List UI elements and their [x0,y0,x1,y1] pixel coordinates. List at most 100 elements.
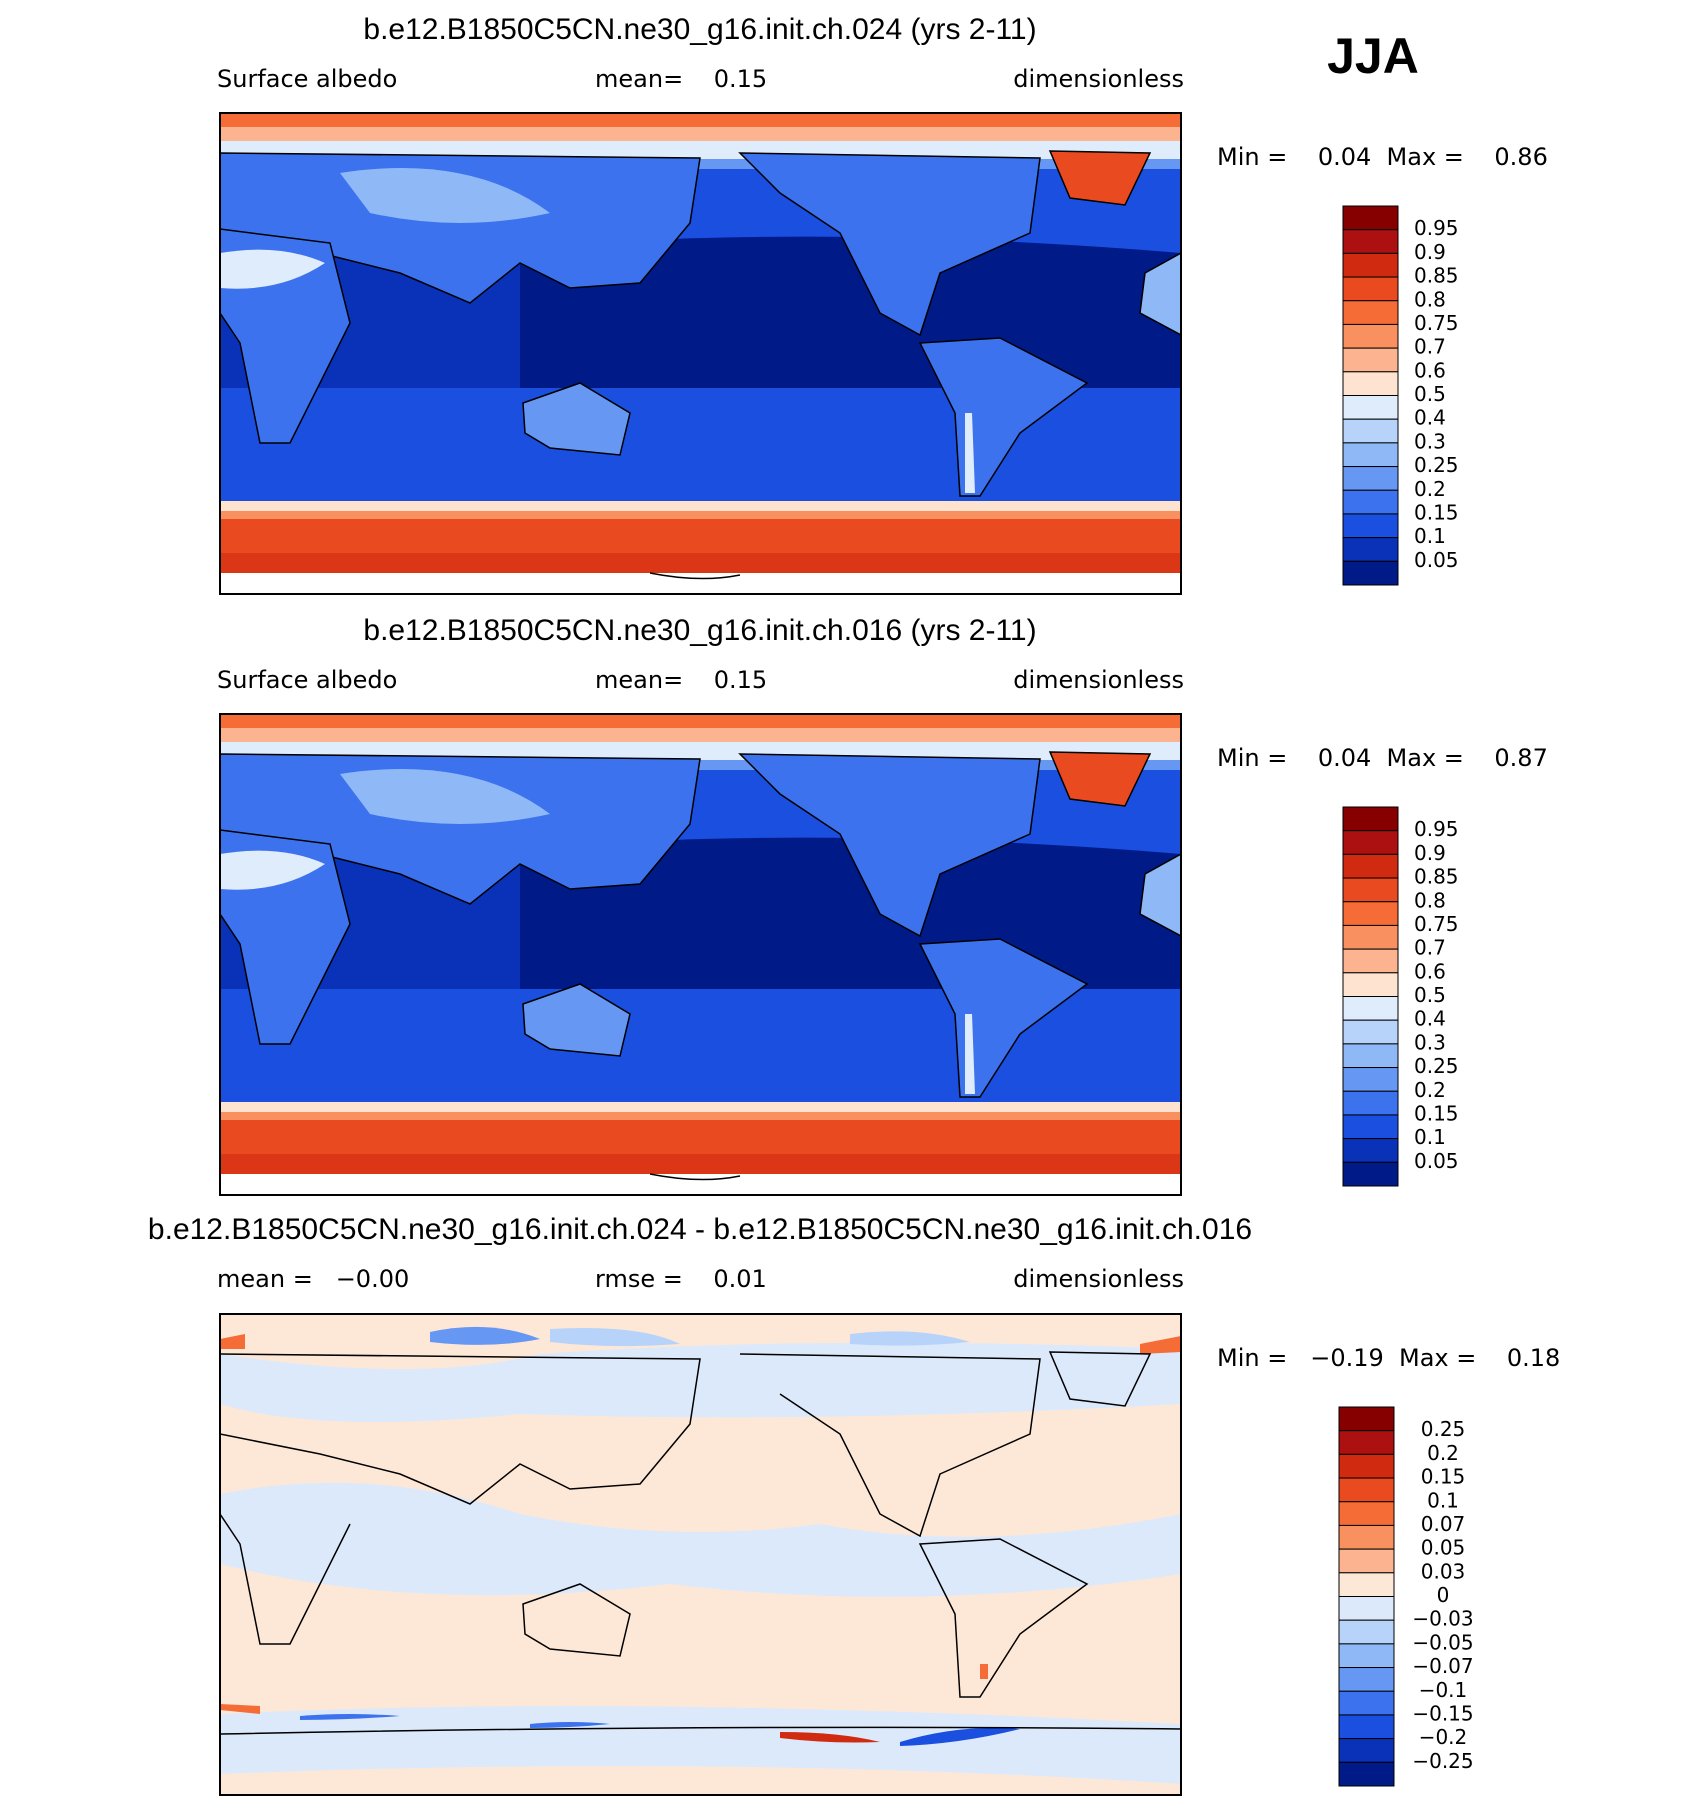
colorbar-label: −0.1 [1419,1678,1468,1702]
colorbar-label: 0.2 [1414,477,1446,501]
colorbar-box [1338,1596,1395,1621]
map-frame [219,1313,1182,1796]
min-max: Min = 0.04 Max = 0.87 [1217,744,1548,772]
panel-title: b.e12.B1850C5CN.ne30_g16.init.ch.016 (yr… [363,614,1036,647]
colorbar-box [1342,1161,1399,1187]
colorbar-box [1338,1643,1395,1669]
colorbar-label: 0.1 [1414,1125,1446,1149]
colorbar-box [1342,466,1399,491]
colorbar-box [1342,300,1399,325]
colorbar-box [1342,276,1399,302]
colorbar-label: 0.95 [1414,817,1459,841]
colorbar-box [1338,1430,1395,1455]
colorbar-label: 0.15 [1414,1101,1459,1125]
colorbar-label: 0.85 [1414,865,1459,889]
colorbar-box [1342,560,1399,586]
colorbar-box [1342,205,1399,231]
colorbar-label: 0.03 [1421,1559,1466,1583]
map-field [220,714,1181,1195]
panel-title: b.e12.B1850C5CN.ne30_g16.init.ch.024 (yr… [363,13,1036,46]
colorbar-box [1342,924,1399,950]
colorbar-box [1342,395,1399,420]
colorbar-label: 0.25 [1421,1417,1466,1441]
map-frame [219,713,1182,1196]
colorbar-label: 0.3 [1414,1030,1446,1054]
colorbar-box [1342,371,1399,396]
colorbar-box [1342,853,1399,879]
colorbar-box [1342,1090,1399,1116]
colorbar-label: 0.05 [1414,1149,1459,1173]
colorbar-label: −0.07 [1412,1654,1473,1678]
colorbar-box [1338,1714,1395,1740]
colorbar-label: 0.2 [1414,1078,1446,1102]
colorbar-label: 0.85 [1414,264,1459,288]
colorbar-label: −0.03 [1412,1607,1473,1631]
colorbar-label: 0.15 [1421,1465,1466,1489]
colorbar-label: 0.25 [1414,1054,1459,1078]
colorbar-box [1338,1761,1395,1787]
colorbar-label: −0.25 [1412,1749,1473,1773]
colorbar-box [1338,1690,1395,1716]
colorbar-box [1338,1477,1395,1503]
subtitle-right: dimensionless [1013,65,1184,93]
colorbar-box [1338,1572,1395,1597]
map-frame [219,112,1182,595]
colorbar-label: 0.2 [1427,1441,1459,1465]
colorbar-label: 0.8 [1414,888,1446,912]
colorbar-label: 0.4 [1414,406,1446,430]
colorbar-label: 0.8 [1414,287,1446,311]
colorbar-label: 0.6 [1414,358,1446,382]
min-max: Min = −0.19 Max = 0.18 [1217,1344,1560,1372]
colorbar-label: 0.05 [1414,548,1459,572]
colorbar-label: 0.1 [1414,524,1446,548]
colorbar-box [1342,877,1399,903]
colorbar-box [1342,1019,1399,1045]
colorbar-box [1342,418,1399,444]
colorbar-box [1342,489,1399,515]
colorbar-box [1342,537,1399,562]
colorbar-box [1342,901,1399,926]
colorbar-label: 0.07 [1421,1512,1466,1536]
colorbar-label: 0.4 [1414,1007,1446,1031]
colorbar-label: −0.05 [1412,1630,1473,1654]
colorbar-box [1342,1138,1399,1163]
colorbar-label: 0.1 [1427,1488,1459,1512]
colorbar-label: 0.25 [1414,453,1459,477]
colorbar-label: 0.9 [1414,841,1446,865]
min-max: Min = 0.04 Max = 0.86 [1217,143,1548,171]
colorbar-box [1338,1524,1395,1550]
subtitle-center: mean= 0.15 [595,65,767,93]
subtitle-left: mean = −0.00 [217,1265,409,1293]
colorbar-box [1338,1738,1395,1763]
colorbar-label: 0.5 [1414,382,1446,406]
colorbar-box [1338,1501,1395,1526]
colorbar-label: 0 [1437,1583,1450,1607]
colorbar-box [1342,972,1399,997]
colorbar-box [1342,252,1399,278]
colorbar-box [1342,1043,1399,1069]
colorbar-label: −0.2 [1419,1725,1468,1749]
colorbar-label: 0.7 [1414,936,1446,960]
colorbar-label: 0.75 [1414,311,1459,335]
colorbar-box [1342,806,1399,832]
colorbar-box [1342,948,1399,974]
colorbar-box [1338,1453,1395,1479]
colorbar-label: 0.6 [1414,959,1446,983]
colorbar-box [1342,323,1399,349]
map-field [220,113,1181,594]
colorbar-box [1342,347,1399,373]
colorbar-box [1342,996,1399,1021]
panel-title: b.e12.B1850C5CN.ne30_g16.init.ch.024 - b… [148,1213,1252,1246]
map-field [220,1314,1181,1795]
subtitle-right: dimensionless [1013,1265,1184,1293]
subtitle-right: dimensionless [1013,666,1184,694]
colorbar-label: 0.7 [1414,335,1446,359]
colorbar-box [1342,1067,1399,1092]
colorbar-box [1338,1406,1395,1432]
colorbar-label: 0.75 [1414,912,1459,936]
colorbar-label: 0.95 [1414,216,1459,240]
subtitle-left: Surface albedo [217,666,397,694]
colorbar-box [1342,229,1399,254]
colorbar-box [1338,1619,1395,1645]
